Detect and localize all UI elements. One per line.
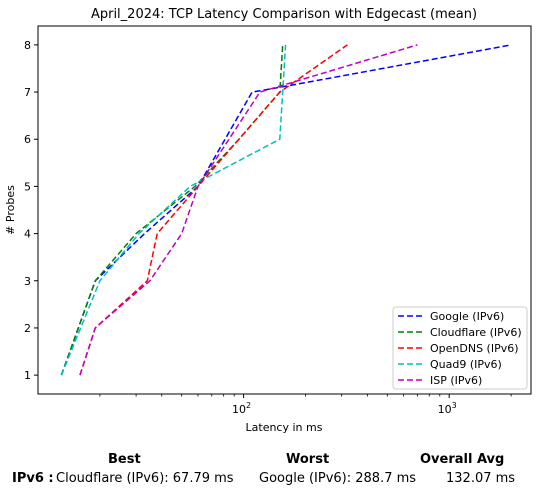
legend-label: ISP (IPv6) [430, 374, 482, 387]
latency-chart: April_2024: TCP Latency Comparison with … [4, 7, 532, 434]
x-axis-label: Latency in ms [246, 421, 323, 434]
chart-title: April_2024: TCP Latency Comparison with … [91, 7, 477, 22]
y-tick-label: 8 [24, 39, 31, 52]
ipv6-row-label: IPv6 : [12, 471, 54, 486]
x-tick-label: 102 [232, 401, 251, 416]
y-tick-label: 5 [24, 180, 31, 193]
y-axis-label: # Probes [4, 185, 17, 235]
best-header: Best [108, 452, 141, 467]
series-line [79, 44, 418, 376]
worst-header: Worst [286, 452, 330, 467]
series-line [60, 44, 284, 376]
y-tick-label: 6 [24, 133, 31, 146]
overall-avg-value: 132.07 ms [446, 471, 516, 486]
best-value: Cloudflare (IPv6): 67.79 ms [56, 471, 234, 486]
worst-value: Google (IPv6): 288.7 ms [259, 471, 417, 486]
series-line [79, 44, 348, 376]
legend-label: OpenDNS (IPv6) [430, 342, 519, 355]
legend-label: Cloudflare (IPv6) [430, 326, 522, 339]
y-tick-label: 7 [24, 86, 31, 99]
x-axis: 102 103 [99, 394, 512, 416]
series-lines [60, 44, 512, 376]
legend-label: Google (IPv6) [430, 310, 504, 323]
plot-frame [37, 25, 532, 395]
y-tick-label: 1 [24, 369, 31, 382]
y-tick-label: 2 [24, 322, 31, 335]
x-tick-label: 103 [438, 401, 457, 416]
y-tick-label: 3 [24, 275, 31, 288]
legend: Google (IPv6) Cloudflare (IPv6) OpenDNS (I… [392, 306, 528, 390]
legend-label: Quad9 (IPv6) [430, 358, 502, 371]
plot-area [37, 25, 532, 395]
y-axis: 1 2 3 4 5 6 7 8 [24, 39, 38, 382]
y-tick-label: 4 [24, 228, 31, 241]
series-line [60, 44, 287, 376]
legend-box [392, 306, 528, 390]
overall-avg-header: Overall Avg [420, 452, 505, 467]
